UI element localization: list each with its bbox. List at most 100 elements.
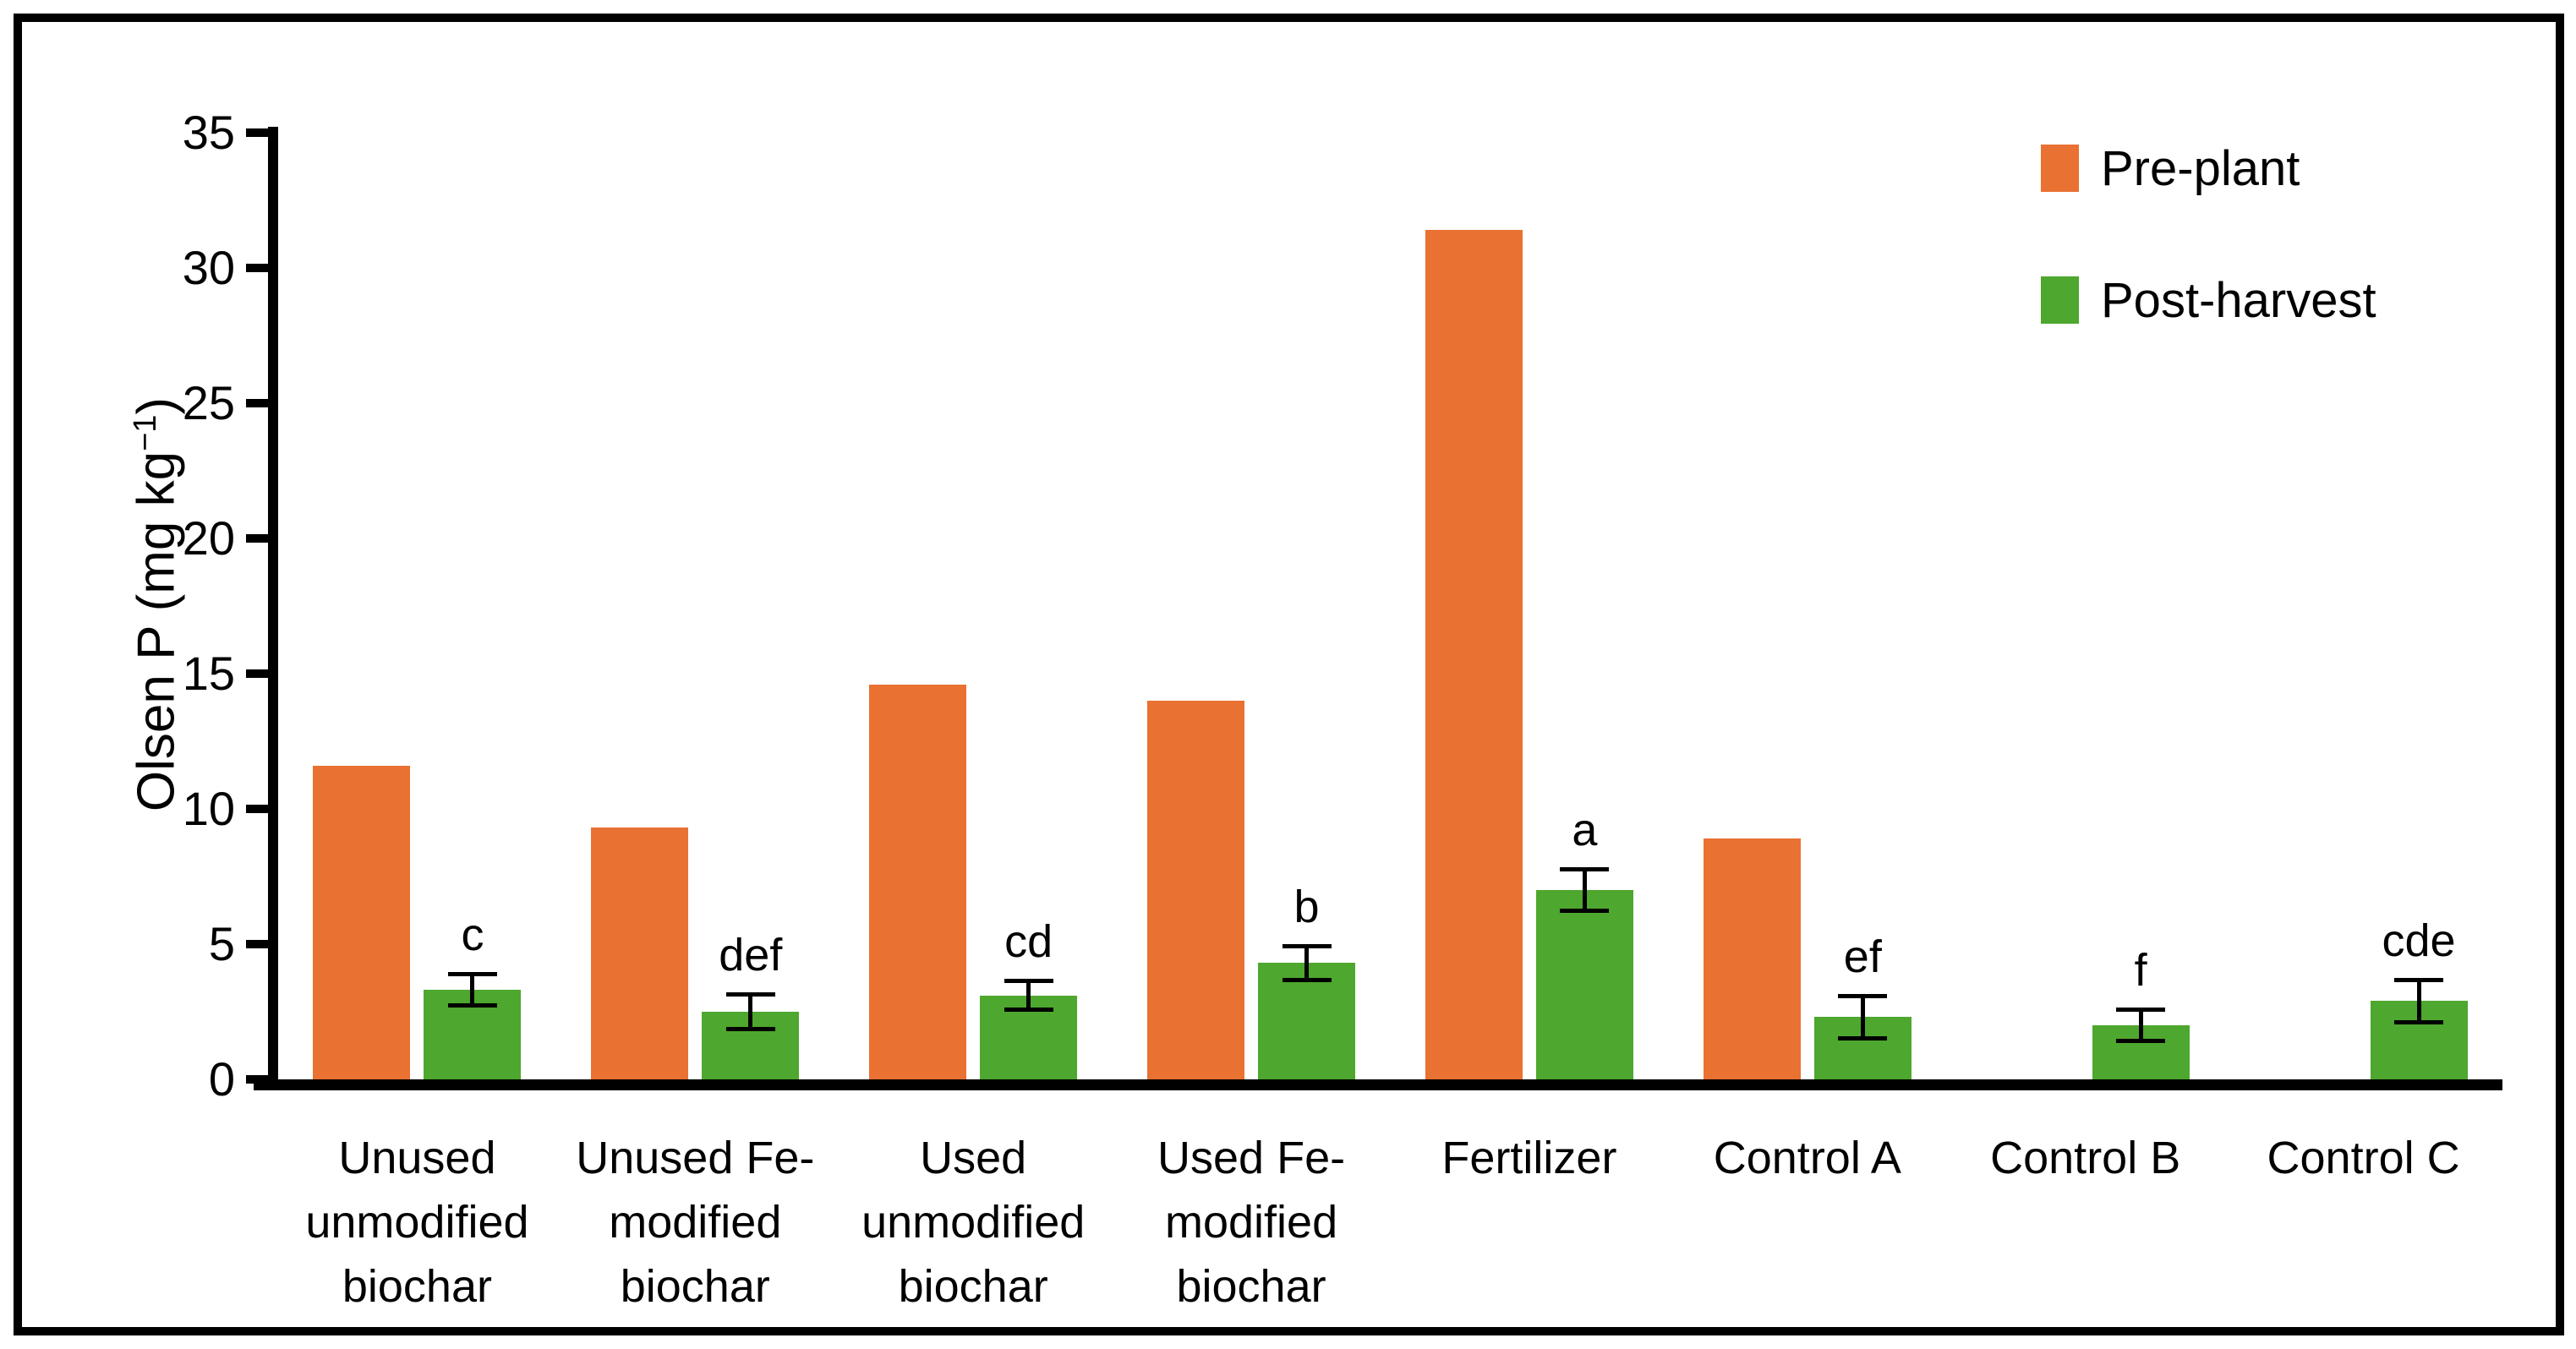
legend-label-post-harvest: Post-harvest <box>2101 272 2376 328</box>
y-tick-label-20: 20 <box>182 511 235 565</box>
bar-group-7: f <box>1946 133 2224 1079</box>
y-tick-mark-30 <box>246 264 268 272</box>
error-bar-line-3 <box>1026 983 1031 1008</box>
error-bar-bottom-cap-7 <box>2116 1039 2166 1043</box>
error-bar-bottom-cap-5 <box>1560 909 1610 914</box>
category-label-line: modified <box>1165 1197 1338 1248</box>
error-bar-bottom-cap-4 <box>1282 978 1332 982</box>
error-bar-line-6 <box>1860 998 1865 1036</box>
y-tick-label-30: 30 <box>182 241 235 294</box>
y-axis-line <box>268 127 278 1090</box>
category-label-7: Control B <box>1946 1126 2224 1190</box>
error-bar-line-1 <box>470 976 475 1004</box>
error-bar-line-7 <box>2138 1012 2143 1039</box>
pre-plant-swatch <box>2041 145 2079 192</box>
category-label-line: Used <box>920 1133 1027 1183</box>
y-tick-mark-25 <box>246 399 268 407</box>
error-bar-top-cap-4 <box>1282 943 1332 948</box>
category-label-line: biochar <box>1176 1261 1326 1312</box>
bar-post-harvest-5 <box>1535 890 1633 1079</box>
y-tick-mark-35 <box>246 128 268 137</box>
y-axis-title-text: Olsen P (mg kg <box>127 451 186 812</box>
bar-group-4: b <box>1113 133 1391 1079</box>
category-label-line: Unused <box>338 1133 496 1183</box>
error-bar-line-8 <box>2416 981 2421 1020</box>
category-label-line: biochar <box>898 1261 1048 1312</box>
category-label-2: Unused Fe-modified biochar <box>556 1126 834 1319</box>
error-bar-top-cap-2 <box>725 992 775 997</box>
bar-pre-plant-6 <box>1703 838 1801 1079</box>
legend-item-pre-plant: Pre-plant <box>2041 140 2376 196</box>
error-bar-top-cap-6 <box>1838 994 1888 998</box>
significance-letter-7: f <box>2134 945 2147 996</box>
category-label-line: biochar <box>620 1261 770 1312</box>
category-label-line: modified <box>609 1197 782 1248</box>
y-tick-label-15: 15 <box>182 647 235 700</box>
significance-letter-6: ef <box>1843 931 1882 982</box>
bar-group-6: ef <box>1668 133 1946 1079</box>
category-label-8: Control C <box>2224 1126 2502 1190</box>
bar-group-8: cde <box>2224 133 2502 1079</box>
x-axis-line <box>254 1079 2502 1090</box>
category-label-line: Unused Fe- <box>576 1133 815 1183</box>
category-label-line: Fertilizer <box>1441 1133 1617 1183</box>
bar-group-5: a <box>1391 133 1669 1079</box>
error-bar-bottom-cap-6 <box>1838 1035 1888 1040</box>
bar-group-3: cd <box>834 133 1113 1079</box>
plot-area: c def cd b a ef f cde <box>278 133 2502 1079</box>
bar-group-2: def <box>556 133 834 1079</box>
significance-letter-3: cd <box>1004 916 1053 968</box>
post-harvest-swatch <box>2041 276 2079 324</box>
category-label-4: Used Fe-modified biochar <box>1113 1126 1391 1319</box>
category-label-line: Control C <box>2267 1133 2460 1183</box>
category-label-1: Unused unmodified biochar <box>278 1126 556 1319</box>
error-bar-bottom-cap-1 <box>447 1003 497 1008</box>
category-label-line: Used Fe- <box>1157 1133 1346 1183</box>
legend-label-pre-plant: Pre-plant <box>2101 140 2300 196</box>
bar-pre-plant-5 <box>1425 230 1523 1079</box>
error-bar-bottom-cap-3 <box>1004 1008 1053 1013</box>
error-bar-line-2 <box>748 997 753 1027</box>
y-axis-title: Olsen P (mg kg−1) <box>127 397 187 811</box>
category-label-line: unmodified <box>305 1197 529 1248</box>
significance-letter-2: def <box>719 930 783 981</box>
category-label-5: Fertilizer <box>1391 1126 1669 1190</box>
x-axis-category-labels: Unused unmodified biochar Unused Fe-modifie… <box>278 1126 2502 1335</box>
error-bar-bottom-cap-2 <box>725 1026 775 1031</box>
chart-border <box>14 14 2564 1335</box>
y-tick-label-25: 25 <box>182 376 235 429</box>
significance-letter-8: cde <box>2382 915 2456 966</box>
error-bar-top-cap-8 <box>2394 977 2444 982</box>
category-label-3: Used unmodified biochar <box>834 1126 1113 1319</box>
bar-pre-plant-4 <box>1147 701 1245 1079</box>
significance-letter-1: c <box>461 909 484 961</box>
category-label-line: Control B <box>1990 1133 2181 1183</box>
error-bar-bottom-cap-8 <box>2394 1019 2444 1024</box>
category-label-line: unmodified <box>861 1197 1086 1248</box>
category-label-6: Control A <box>1668 1126 1946 1190</box>
legend-item-post-harvest: Post-harvest <box>2041 272 2376 328</box>
category-label-line: Control A <box>1713 1133 1901 1183</box>
y-tick-mark-5 <box>246 940 268 948</box>
bar-group-1: c <box>278 133 556 1079</box>
error-bar-top-cap-7 <box>2116 1008 2166 1012</box>
y-tick-label-35: 35 <box>182 106 235 159</box>
error-bar-top-cap-5 <box>1560 866 1610 871</box>
legend: Pre-plant Post-harvest <box>2041 140 2376 406</box>
y-tick-label-5: 5 <box>208 917 235 970</box>
significance-letter-4: b <box>1293 881 1320 932</box>
bar-post-harvest-4 <box>1258 963 1356 1079</box>
y-tick-mark-20 <box>246 534 268 543</box>
y-tick-label-0: 0 <box>208 1052 235 1106</box>
error-bar-line-5 <box>1582 871 1587 909</box>
error-bar-line-4 <box>1304 948 1310 978</box>
error-bar-top-cap-1 <box>447 972 497 977</box>
bar-pre-plant-3 <box>869 684 967 1079</box>
significance-letter-5: a <box>1572 804 1598 855</box>
y-tick-mark-10 <box>246 805 268 813</box>
error-bar-top-cap-3 <box>1004 979 1053 984</box>
category-label-line: biochar <box>342 1261 492 1312</box>
bar-pre-plant-2 <box>591 827 689 1079</box>
bar-pre-plant-1 <box>313 765 411 1079</box>
